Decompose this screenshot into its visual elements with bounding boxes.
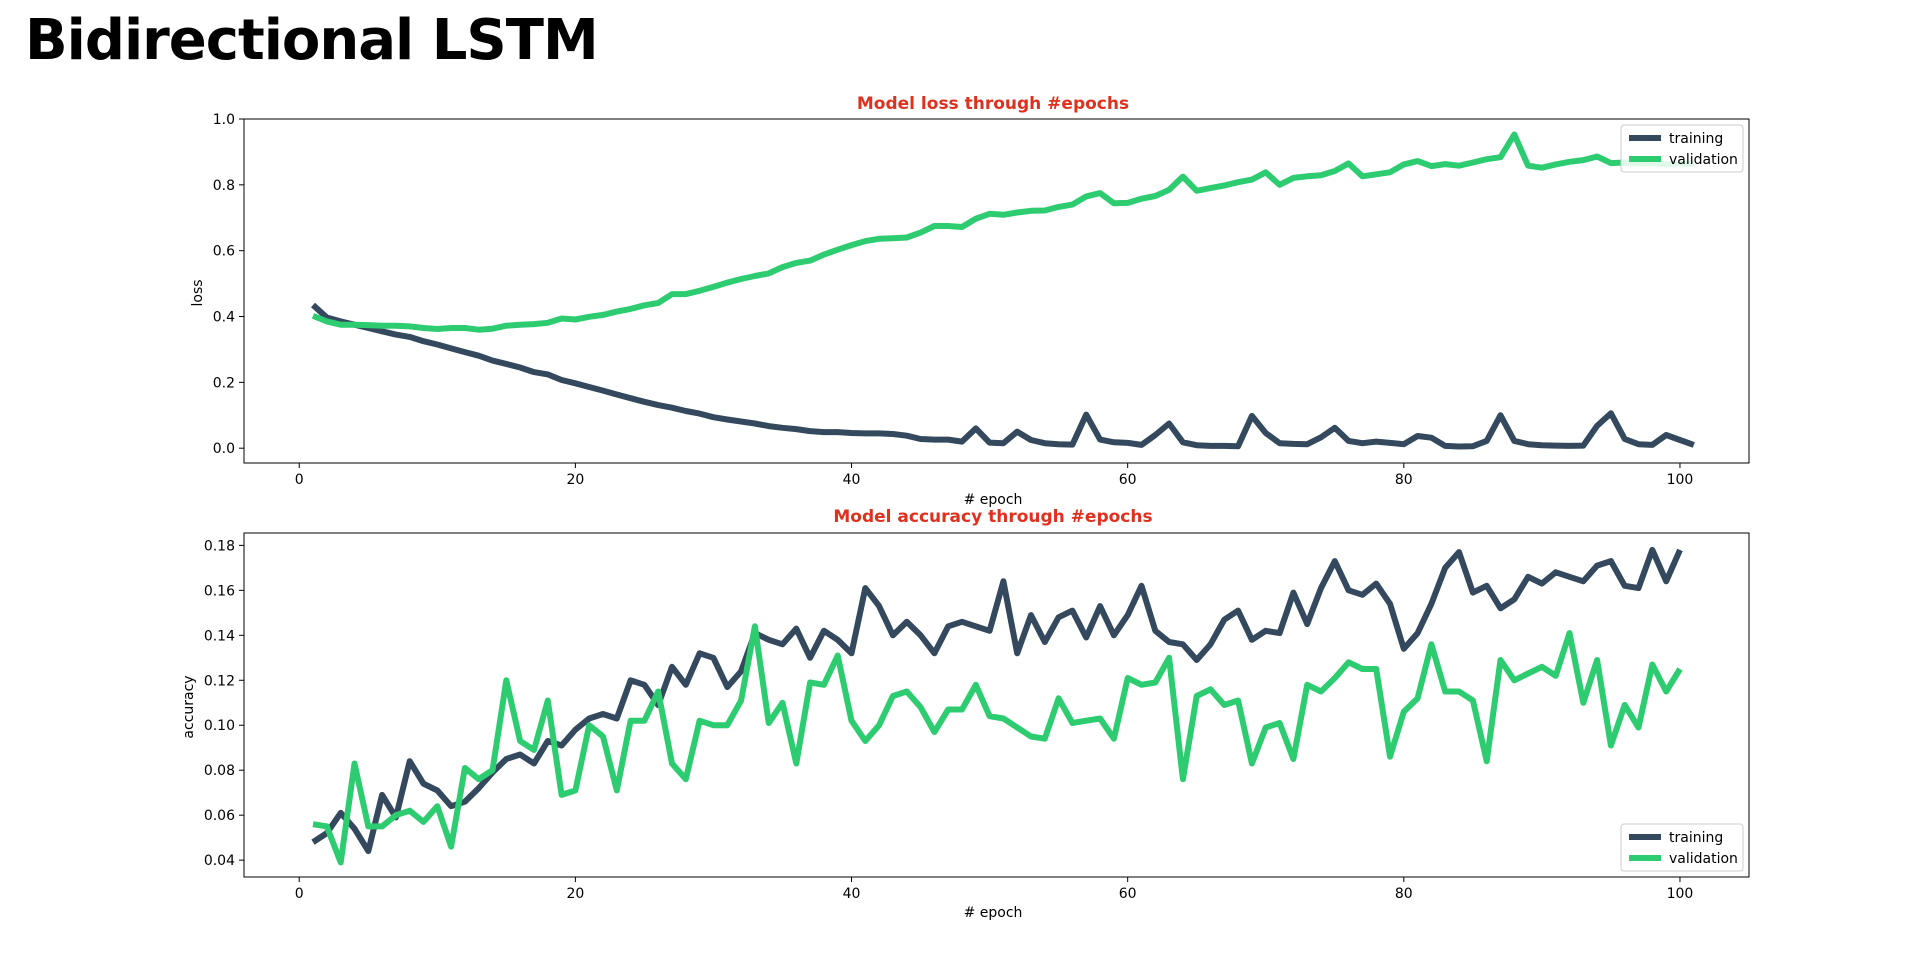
loss-xtick-label: 0	[295, 472, 304, 488]
accuracy-ytick-label: 0.14	[204, 628, 235, 644]
loss-series-validation	[311, 131, 1694, 333]
loss-xtick-label: 80	[1395, 472, 1413, 488]
loss-legend: training validation	[1620, 124, 1744, 173]
loss-xtick-label: 20	[566, 472, 584, 488]
accuracy-chart-title: Model accuracy through #epochs	[833, 507, 1152, 527]
accuracy-ytick-label: 0.04	[204, 853, 235, 869]
accuracy-ytick-label: 0.12	[204, 673, 235, 689]
accuracy-xtick-label: 0	[295, 886, 304, 902]
loss-ytick-label: 1.0	[213, 112, 235, 128]
loss-ytick-label: 0.4	[213, 310, 235, 326]
loss-chart-ylabel: loss	[190, 279, 206, 306]
loss-xtick-label: 100	[1667, 472, 1694, 488]
accuracy-series-validation	[312, 623, 1683, 866]
loss-legend-label-validation: validation	[1669, 152, 1738, 168]
loss-xtick-label: 60	[1119, 472, 1137, 488]
accuracy-chart-xlabel: # epoch	[964, 905, 1023, 921]
accuracy-ytick-label: 0.18	[204, 538, 235, 554]
accuracy-chart: Model accuracy through #epochs 0 20 40 60 80…	[181, 507, 1750, 921]
accuracy-xtick-label: 20	[566, 886, 584, 902]
loss-ytick-label: 0.0	[213, 441, 235, 457]
loss-legend-label-training: training	[1669, 131, 1723, 147]
accuracy-ytick-label: 0.16	[204, 583, 235, 599]
accuracy-xtick-label: 60	[1119, 886, 1137, 902]
loss-axes-frame	[243, 118, 1750, 464]
accuracy-series-training	[311, 546, 1683, 855]
accuracy-xtick-label: 40	[843, 886, 861, 902]
loss-chart-xlabel: # epoch	[964, 492, 1023, 508]
loss-xtick-label: 40	[843, 472, 861, 488]
loss-ytick-label: 0.8	[213, 178, 235, 194]
loss-ytick-label: 0.6	[213, 244, 235, 260]
accuracy-ytick-label: 0.08	[204, 763, 235, 779]
accuracy-xtick-label: 80	[1395, 886, 1413, 902]
accuracy-xtick-label: 100	[1667, 886, 1694, 902]
accuracy-ytick-label: 0.06	[204, 808, 235, 824]
accuracy-ytick-label: 0.10	[204, 718, 235, 734]
loss-series-training	[310, 302, 1695, 450]
accuracy-legend: training validation	[1620, 823, 1744, 872]
loss-chart-title: Model loss through #epochs	[857, 94, 1129, 114]
accuracy-legend-label-training: training	[1669, 830, 1723, 846]
accuracy-legend-label-validation: validation	[1669, 851, 1738, 867]
accuracy-chart-ylabel: accuracy	[181, 675, 197, 738]
loss-chart: Model loss through #epochs 0 20 40 60 80 100 0…	[190, 94, 1750, 508]
page-title: Bidirectional LSTM	[25, 8, 599, 73]
accuracy-axes-frame	[243, 532, 1750, 878]
loss-ytick-label: 0.2	[213, 375, 235, 391]
